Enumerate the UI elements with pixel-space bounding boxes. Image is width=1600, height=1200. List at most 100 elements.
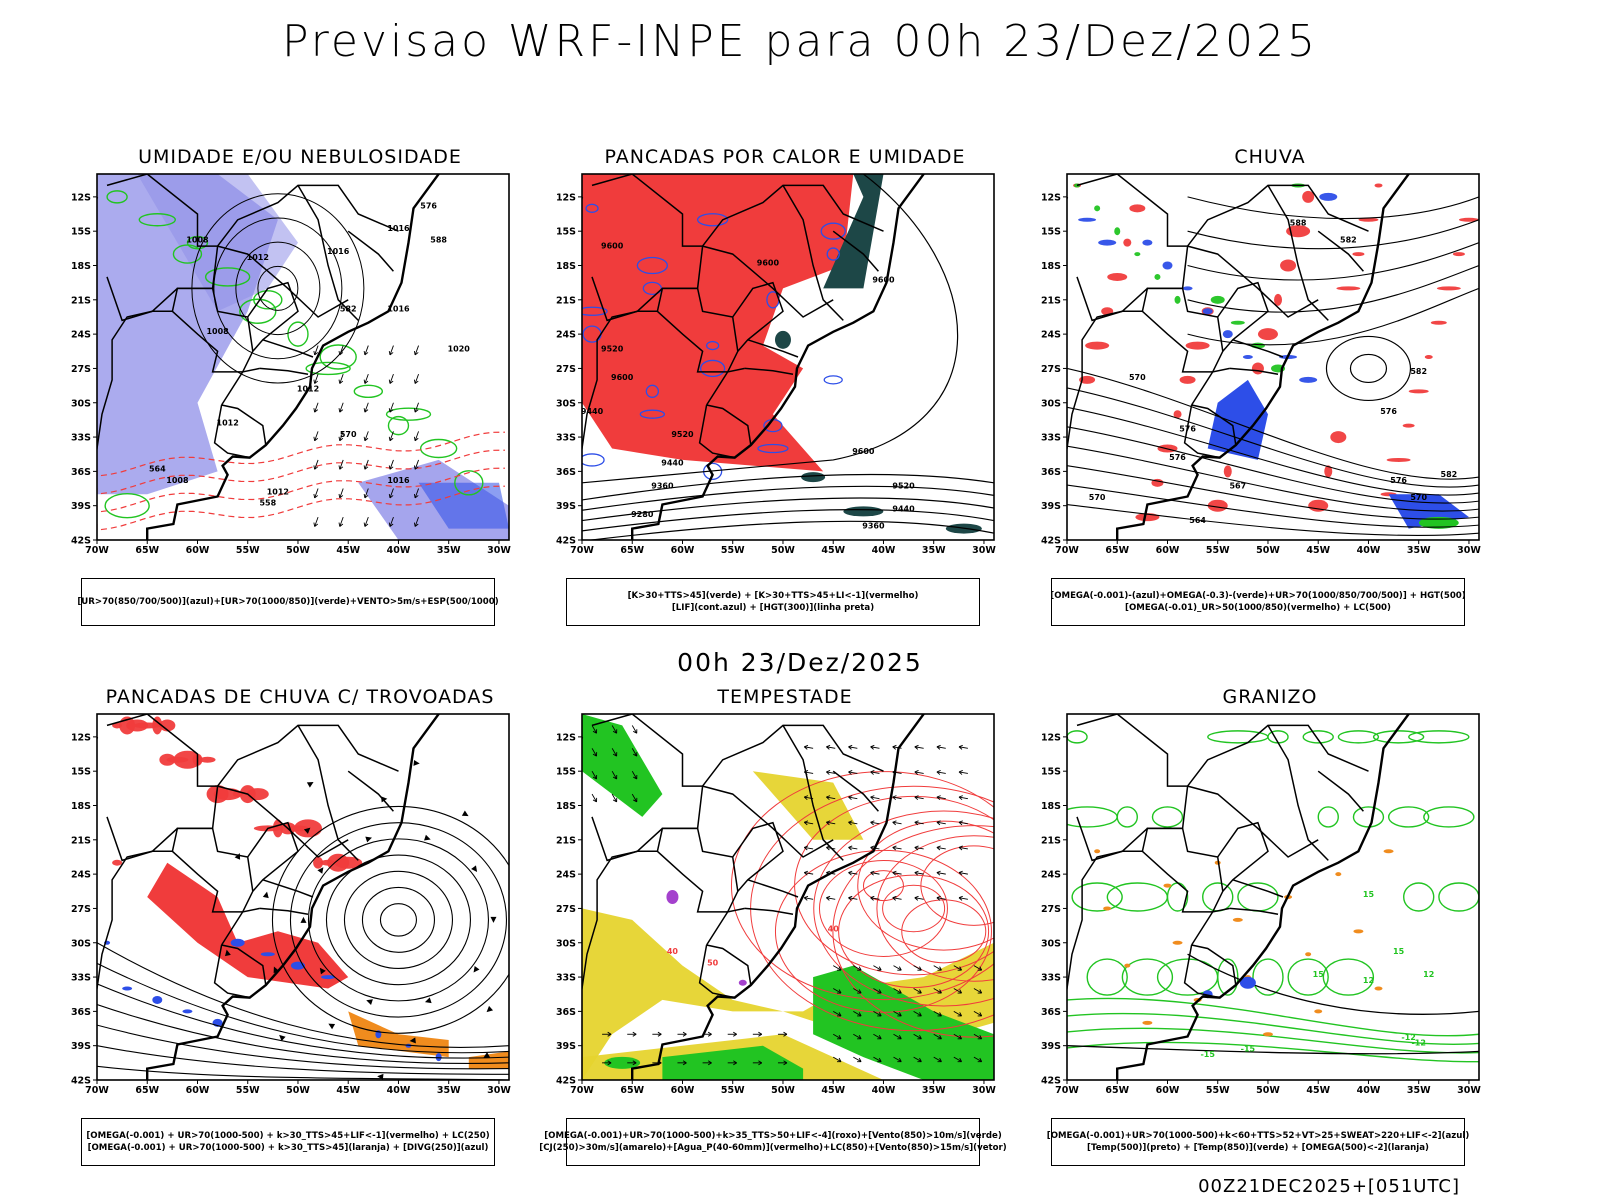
y-tick-label: 12S [1041,732,1061,743]
wind-vector [914,846,924,850]
wind-vector [414,431,419,441]
country-border [1317,770,1364,812]
country-border [1267,725,1329,861]
humidity-green-contour [387,415,410,436]
hgt-contour [582,174,959,484]
omega500-orange-area [1383,849,1394,854]
panel-umidade: UMIDADE E/OU NEBULOSIDADE 1008 1012 1016 10… [60,146,540,626]
contour-label: -15 [1200,1050,1215,1059]
y-tick-label: 42S [71,536,91,547]
legend-line-1: [OMEGA(-0.001) + UR>70(1000-500) + k>30_… [86,1131,490,1141]
wind-vector [314,402,319,413]
y-tick-label: 33S [71,433,91,444]
panel-trovoadas: PANCADAS DE CHUVA C/ TROVOADAS 12S 15S 18S… [60,686,540,1166]
y-tick-label: 30S [1041,398,1061,409]
country-border [747,339,799,358]
wind-vector [364,488,369,499]
wind-vector-head [388,436,394,442]
contour-label: 576 [1390,476,1407,485]
hgt-contour [582,473,994,501]
wind-vector-head [592,752,598,757]
wind-vector-head [977,1035,983,1040]
x-tick-label: 45W [1306,1085,1330,1096]
temp850-green-contour [1408,730,1470,744]
wind-vector-head [917,1012,922,1017]
wind-vector [314,459,319,470]
y-tick-label: 30S [1041,938,1061,949]
contour-label: 9520 [601,344,624,353]
lc850-red-contour [882,884,946,933]
legend-box: [OMEGA(-0.001) + UR>70(1000-500) + k>30_… [81,1118,495,1166]
x-tick-label: 35W [922,1085,946,1096]
country-border [1229,907,1279,915]
wind-vector-head [977,989,983,994]
plot-layer: 1008101210161016101210081012101610201008… [97,174,509,540]
thickness-red-contour [97,467,506,513]
panel-title: PANCADAS DE CHUVA C/ TROVOADAS [105,686,495,708]
country-border [262,879,314,898]
streamline-arrow [486,1005,494,1013]
wind-vector-head [413,522,419,527]
rain-omega-area [1174,295,1181,304]
humidity-green-contour [239,298,277,324]
wind-vector-head [338,436,344,442]
contour-label: 9600 [611,373,634,382]
rain-red-area [1302,190,1315,203]
plot-frame [581,713,995,1081]
wind-vector-head [632,1031,637,1037]
country-border [259,907,309,915]
hgt-contour [1187,242,1479,281]
wind-vector [339,345,344,356]
contour-label: 15 [1313,970,1325,979]
wind-vector-head [877,1057,882,1063]
y-tick-label: 39S [1041,501,1061,512]
wind-vector-head [363,350,369,356]
contour-label: 1008 [206,327,229,336]
contour-label: 9600 [757,259,780,268]
wind-vector-head [914,870,919,876]
streamline-arrow [473,965,480,973]
wind-vector [953,1033,962,1040]
country-border [1183,404,1237,459]
country-border [782,725,844,861]
wind-vector-head [733,1060,737,1066]
thickness-red-contour [97,485,506,531]
rain-red-area [1374,183,1383,188]
country-border [832,230,879,272]
pressure-contour [235,241,321,336]
streamline-contour [307,838,490,1002]
y-tick-label: 30S [556,398,576,409]
country-border [171,827,254,913]
y-tick-label: 36S [556,1007,576,1018]
rain-red-area [1251,362,1264,375]
wind-vector [913,1056,922,1063]
contour-label: 570 [1129,373,1146,382]
lc850-red-contour [920,845,994,926]
x-tick-label: 70W [1055,545,1079,556]
rain-red-area [1402,423,1415,428]
wind-vector [873,1010,882,1017]
temp500-black-contour [1187,953,1479,1015]
y-tick-label: 42S [556,536,576,547]
rain-red-area [1179,375,1196,384]
x-tick-label: 65W [620,1085,644,1096]
country-border [744,367,794,375]
rain-red-area [1452,252,1465,257]
wind-vector [414,345,419,356]
x-tick-label: 30W [487,1085,511,1096]
wind-vector [893,988,902,994]
y-tick-label: 24S [71,330,91,341]
wind-vector [870,746,880,749]
country-border [1217,821,1269,892]
legend-line-2: [Temp(500)](preto) + [Temp(850)](verde) … [1087,1143,1429,1153]
lif-blue-contour [582,306,608,316]
contour-label: 582 [1340,236,1357,245]
contour-label: 564 [149,464,166,473]
y-tick-label: 24S [1041,870,1061,881]
streamline-arrow [413,759,420,766]
wind-vector [870,796,880,800]
rain-red-area [1358,217,1379,222]
country-border [591,714,704,862]
wind-vector-head [914,770,919,775]
temp850-green-contour [1287,958,1329,996]
